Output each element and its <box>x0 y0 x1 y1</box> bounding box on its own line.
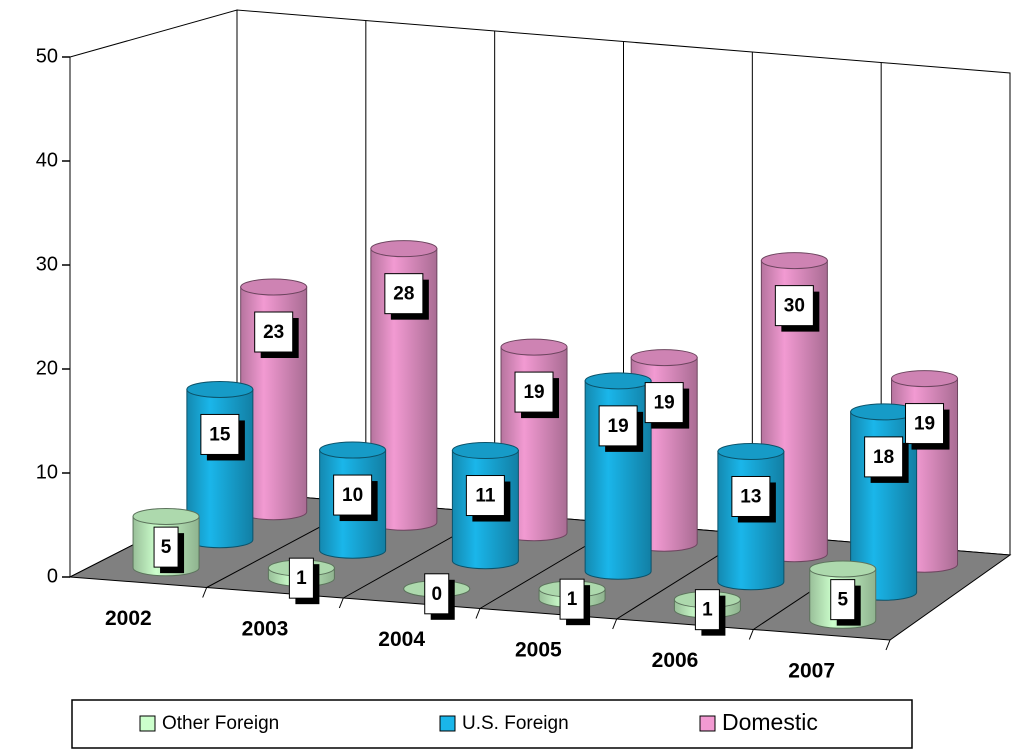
cylinder-top <box>186 380 254 398</box>
value-label: 19 <box>654 393 675 414</box>
value-label: 5 <box>161 537 172 558</box>
cylinder-top <box>584 372 652 390</box>
value-label-box <box>288 557 314 599</box>
cylinder-top <box>451 442 519 460</box>
value-label-box <box>200 413 240 455</box>
cylinder-top <box>319 441 387 459</box>
legend-box <box>71 699 913 749</box>
cylinder-top <box>370 240 438 258</box>
x-tick-label: 2005 <box>515 638 562 661</box>
x-tick <box>202 587 208 598</box>
x-tick <box>338 597 344 609</box>
legend-label: U.S. Foreign <box>462 713 569 734</box>
legend-swatch <box>139 715 156 732</box>
x-tick <box>748 629 754 640</box>
value-label: 19 <box>523 382 544 403</box>
value-label-box <box>254 311 294 353</box>
value-label: 23 <box>263 322 284 343</box>
value-label: 13 <box>740 487 761 508</box>
value-label: 15 <box>209 424 231 445</box>
y-tick-label: 0 <box>47 565 58 587</box>
value-label: 1 <box>567 589 578 610</box>
value-label-box <box>731 475 771 517</box>
y-tick-label: 50 <box>36 45 58 67</box>
value-label: 5 <box>837 590 848 611</box>
value-label: 0 <box>431 584 442 605</box>
value-label-box <box>384 273 424 315</box>
value-label-box <box>864 436 904 478</box>
cylinder-top <box>760 252 828 270</box>
cylinder <box>584 372 652 580</box>
value-label-box <box>559 578 585 620</box>
value-label-box <box>153 526 179 568</box>
x-tick-label: 2003 <box>242 617 289 640</box>
cylinder-top <box>240 278 308 296</box>
value-label: 1 <box>702 600 713 621</box>
y-tick-label: 40 <box>36 149 58 171</box>
legend-label: Other Foreign <box>162 713 279 734</box>
y-tick-label: 30 <box>36 253 58 275</box>
cylinder-top <box>809 560 877 578</box>
value-label: 1 <box>296 568 307 589</box>
cylinder-top <box>500 338 568 356</box>
value-label-box <box>905 403 945 445</box>
value-label-box <box>694 589 720 631</box>
value-label-box <box>333 474 373 516</box>
value-label-box <box>774 285 814 327</box>
value-label: 30 <box>784 296 805 317</box>
cylinder-top <box>630 349 698 367</box>
cylinder-top <box>891 370 959 388</box>
value-label: 19 <box>914 414 935 435</box>
x-tick-label: 2002 <box>105 607 152 630</box>
legend-swatch <box>699 715 716 732</box>
value-label: 10 <box>342 485 363 506</box>
cylinder-top <box>132 507 200 525</box>
y-tick-label: 10 <box>36 461 58 483</box>
y-tick-label: 20 <box>36 357 58 379</box>
x-tick <box>475 608 481 619</box>
x-tick <box>885 639 891 651</box>
value-label: 11 <box>475 486 496 507</box>
cylinder-top <box>717 442 785 460</box>
value-label-box <box>465 475 505 517</box>
value-label-box <box>598 405 638 447</box>
x-tick-label: 2006 <box>652 649 699 672</box>
value-label: 18 <box>873 447 894 468</box>
value-label-box <box>830 579 856 621</box>
value-label-box <box>514 371 554 413</box>
x-tick <box>612 618 618 630</box>
legend-swatch <box>439 715 456 732</box>
legend-label: Domestic <box>722 709 818 735</box>
x-tick-label: 2007 <box>788 659 835 682</box>
value-label: 28 <box>393 284 414 305</box>
value-label-box <box>424 573 450 615</box>
value-label-box <box>644 382 684 424</box>
value-label: 19 <box>608 416 629 437</box>
x-tick-label: 2004 <box>378 628 425 651</box>
